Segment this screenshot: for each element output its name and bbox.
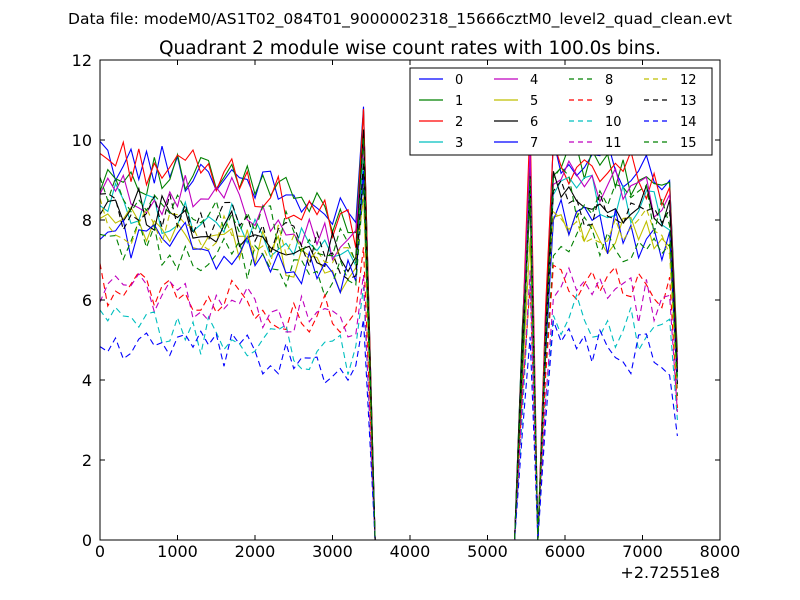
- x-tick-label: 0: [95, 542, 105, 561]
- chart-title: Quadrant 2 module wise count rates with …: [159, 38, 661, 59]
- series-line-0: [100, 106, 678, 540]
- legend-label-10: 10: [605, 115, 622, 130]
- x-tick-label: 4000: [390, 542, 431, 561]
- series-line-12: [100, 177, 678, 540]
- series-line-7: [100, 170, 678, 540]
- legend-label-6: 6: [530, 115, 538, 130]
- y-tick-label: 8: [82, 211, 92, 230]
- legend-label-15: 15: [680, 136, 697, 151]
- x-tick-label: 5000: [467, 542, 508, 561]
- legend-label-8: 8: [605, 73, 613, 88]
- y-tick-label: 6: [82, 291, 92, 310]
- series-line-10: [100, 274, 678, 540]
- x-offset-label: +2.72551e8: [620, 563, 720, 582]
- series-line-11: [100, 266, 678, 540]
- series-line-9: [100, 247, 678, 540]
- y-tick-label: 2: [82, 451, 92, 470]
- series-line-4: [100, 144, 678, 540]
- legend-label-0: 0: [455, 73, 463, 88]
- series-line-13: [100, 161, 678, 540]
- series-line-3: [100, 158, 678, 540]
- y-tick-label: 0: [82, 531, 92, 550]
- series-line-1: [100, 110, 678, 540]
- legend-label-2: 2: [455, 115, 463, 130]
- x-tick-label: 6000: [545, 542, 586, 561]
- y-tick-label: 10: [72, 131, 92, 150]
- legend-box: [409, 67, 713, 156]
- series-line-2: [100, 108, 678, 540]
- legend-label-5: 5: [530, 94, 538, 109]
- x-tick-label: 1000: [157, 542, 198, 561]
- legend-label-14: 14: [680, 115, 697, 130]
- x-tick-label: 3000: [312, 542, 353, 561]
- y-tick-label: 12: [72, 51, 92, 70]
- y-tick-label: 4: [82, 371, 92, 390]
- series-line-14: [100, 319, 678, 540]
- legend-label-12: 12: [680, 73, 697, 88]
- series-layer: [100, 106, 678, 540]
- legend-label-13: 13: [680, 94, 697, 109]
- legend-label-1: 1: [455, 94, 463, 109]
- legend-label-7: 7: [530, 136, 538, 151]
- tick-layer: 0 1000 2000 3000 4000 5000 6000 7000 80000246810…: [72, 51, 741, 561]
- x-tick-label: 8000: [700, 542, 741, 561]
- suptitle: Data file: modeM0/AS1T02_084T01_90000023…: [68, 10, 732, 29]
- series-line-15: [100, 137, 678, 540]
- series-line-6: [100, 129, 678, 540]
- legend-label-9: 9: [605, 94, 613, 109]
- legend-label-11: 11: [605, 136, 622, 151]
- legend-label-4: 4: [530, 73, 538, 88]
- x-tick-label: 2000: [235, 542, 276, 561]
- series-line-8: [100, 186, 678, 540]
- legend-label-3: 3: [455, 136, 463, 151]
- x-tick-label: 7000: [622, 542, 663, 561]
